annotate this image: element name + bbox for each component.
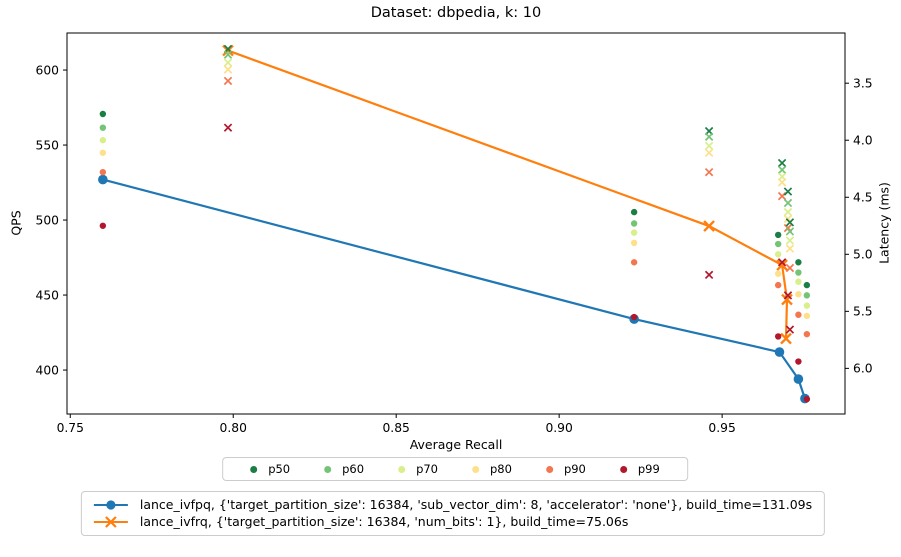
series-lance-ivfrq: [222, 44, 793, 345]
legend-label-p90: p90: [563, 462, 586, 476]
series-legend: lance_ivfpq, {'target_partition_size': 1…: [80, 491, 826, 536]
y-axis-label-left: QPS: [8, 210, 24, 236]
legend-item-p60: p60: [307, 462, 381, 476]
legend-label-p70: p70: [416, 462, 438, 476]
p99-dot-icon: [619, 465, 627, 473]
plot-area: 0.75 0.80 0.85 0.90 0.95 400 450 500 550 600 3.5 4.…: [36, 32, 873, 435]
legend-item-p90: p90: [529, 462, 603, 476]
legend-item-lance-ivfpq: lance_ivfpq, {'target_partition_size': 1…: [91, 497, 812, 512]
svg-text:5.5: 5.5: [853, 305, 873, 319]
svg-text:0.85: 0.85: [382, 421, 409, 435]
legend-item-p70: p70: [381, 462, 455, 476]
left-y-axis-ticks: 400 450 500 550 600: [36, 63, 67, 377]
svg-text:6.0: 6.0: [853, 362, 873, 376]
svg-text:0.80: 0.80: [220, 421, 247, 435]
p80-dot-icon: [472, 465, 479, 473]
svg-text:550: 550: [36, 138, 59, 152]
svg-text:600: 600: [36, 63, 59, 77]
p90-dot-icon: [545, 465, 553, 473]
svg-text:3.5: 3.5: [853, 76, 873, 90]
series-lance-ivfpq: [98, 174, 810, 404]
legend-item-p50: p50: [233, 462, 307, 476]
x-axis-label: Average Recall: [409, 437, 503, 452]
legend-item-p80: p80: [455, 462, 529, 476]
p70-dot-icon: [398, 465, 406, 473]
legend-label-p60: p60: [342, 462, 365, 476]
p60-dot-icon: [324, 465, 332, 473]
svg-text:400: 400: [36, 363, 59, 377]
axes-frame: [66, 32, 846, 415]
line-x-marker-icon: [93, 515, 128, 528]
x-axis-ticks: 0.75 0.80 0.85 0.90 0.95: [57, 414, 736, 435]
legend-label-p80: p80: [490, 462, 512, 476]
chart-title: Dataset: dbpedia, k: 10: [370, 5, 542, 21]
svg-text:500: 500: [36, 213, 59, 227]
p50-dot-icon: [250, 465, 258, 473]
svg-text:0.90: 0.90: [545, 421, 572, 435]
percentile-legend: p50 p60 p70 p80 p90 p99: [222, 457, 688, 481]
line-circle-marker-icon: [93, 499, 128, 510]
svg-text:5.0: 5.0: [853, 247, 873, 261]
legend-label-lance-ivfpq: lance_ivfpq, {'target_partition_size': 1…: [139, 497, 813, 512]
legend-item-p99: p99: [603, 462, 677, 476]
percentile-scatter: [99, 44, 811, 403]
svg-text:4.0: 4.0: [853, 133, 873, 147]
svg-text:4.5: 4.5: [853, 190, 873, 204]
right-y-axis-ticks: 3.5 4.0 4.5 5.0 5.5 6.0: [845, 76, 873, 376]
y-axis-label-right: Latency (ms): [876, 182, 892, 264]
svg-text:450: 450: [36, 288, 59, 302]
legend-item-lance-ivfrq: lance_ivfrq, {'target_partition_size': 1…: [91, 514, 812, 529]
legend-label-lance-ivfrq: lance_ivfrq, {'target_partition_size': 1…: [139, 514, 629, 529]
legend-label-p50: p50: [268, 462, 291, 476]
legend-label-p99: p99: [637, 462, 660, 476]
svg-text:0.75: 0.75: [57, 421, 84, 435]
svg-text:0.95: 0.95: [708, 421, 735, 435]
